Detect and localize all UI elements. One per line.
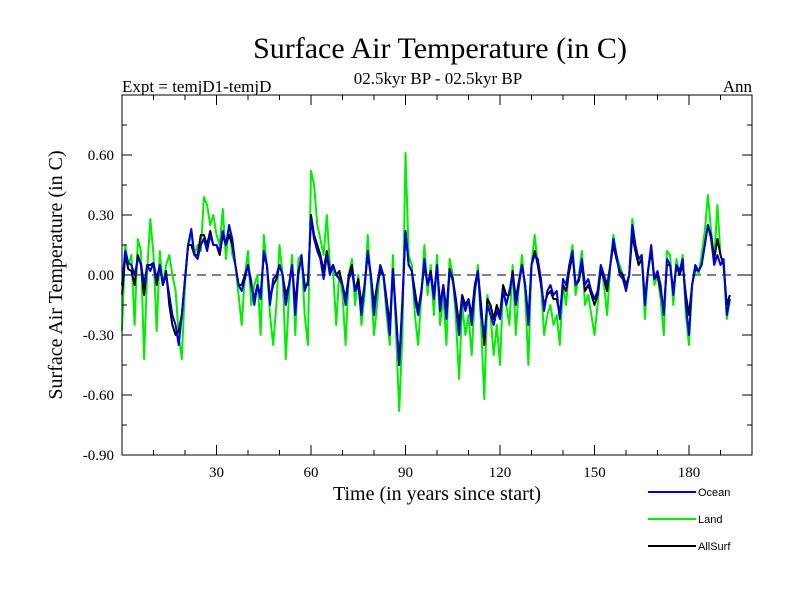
legend-label-land: Land [698, 514, 722, 526]
chart-subtitle-center: 02.5kyr BP - 02.5kyr BP [354, 69, 522, 88]
y-tick-label: 0.00 [88, 268, 114, 284]
legend-label-allsurf: AllSurf [698, 541, 731, 553]
x-tick-label: 60 [304, 465, 319, 481]
series-line-land [121, 152, 731, 412]
x-tick-label: 90 [398, 465, 413, 481]
x-tick-label: 180 [678, 465, 701, 481]
y-tick-label: 0.60 [88, 148, 114, 164]
x-tick-label: 150 [583, 465, 606, 481]
x-axis-label: Time (in years since start) [333, 483, 541, 505]
legend-label-ocean: Ocean [698, 487, 730, 499]
x-tick-label: 120 [489, 465, 512, 481]
y-tick-label: -0.30 [83, 328, 114, 344]
y-tick-label: 0.30 [88, 208, 114, 224]
y-axis-label: Surface Air Temperature (in C) [45, 150, 67, 399]
series-line-ocean [121, 218, 731, 366]
y-tick-label: -0.90 [83, 448, 114, 464]
chart-title: Surface Air Temperature (in C) [253, 32, 627, 65]
y-tick-label: -0.60 [83, 388, 114, 404]
series-line-allsurf [121, 214, 731, 366]
chart-subtitle-right: Ann [723, 77, 753, 96]
plot-area [121, 152, 752, 412]
chart-subtitle-left: Expt = temjD1-temjD [122, 77, 271, 96]
x-tick-label: 30 [209, 465, 224, 481]
legend: Ocean Land AllSurf [648, 487, 731, 553]
axes: 30 60 90 120 150 180 -0.90 -0.60 -0.30 0.00 0.30 0.… [83, 95, 752, 481]
